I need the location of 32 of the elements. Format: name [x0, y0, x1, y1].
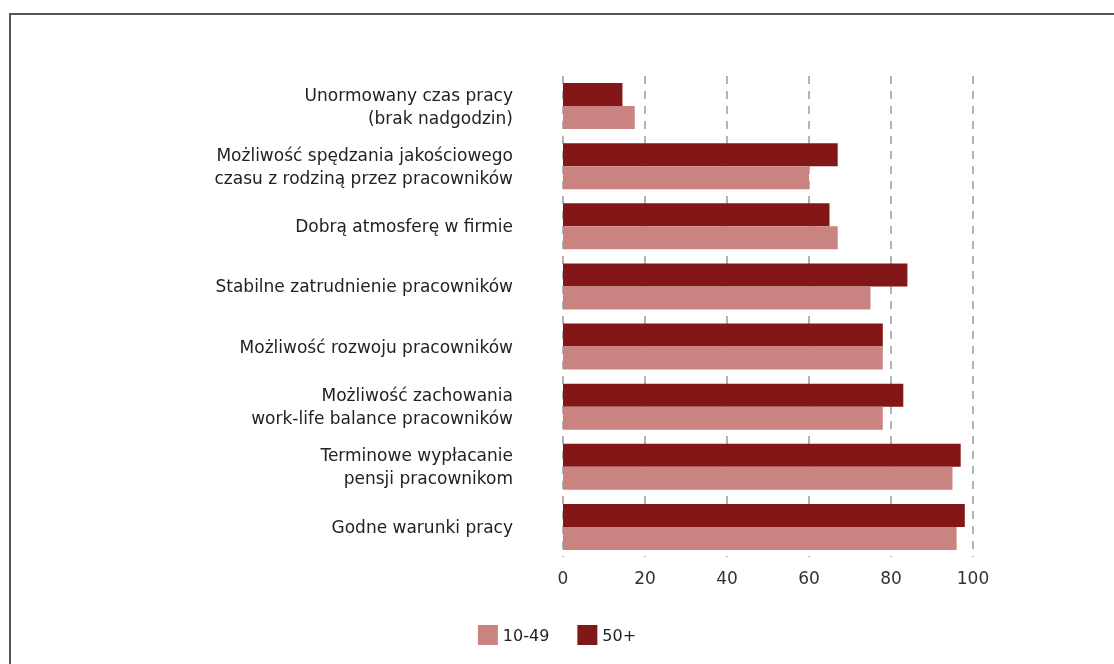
y-tick-label: Możliwość zachowania work-life balance pracowników: [251, 385, 514, 429]
bar: [563, 503, 965, 527]
x-tick-label: 20: [634, 567, 656, 588]
bar: [563, 323, 883, 347]
bar: [563, 406, 883, 430]
y-tick-label: Możliwość rozwoju pracowników: [239, 336, 514, 357]
bar: [563, 263, 908, 287]
x-tick-label: 80: [880, 567, 902, 588]
y-tick-label: Stabilne zatrudnienie pracowników: [215, 276, 514, 297]
x-tick-label: 60: [798, 567, 820, 588]
bar: [563, 443, 961, 467]
y-tick-label: Terminowe wypłacanie pensji pracownikom: [319, 445, 513, 489]
y-tick-label: Możliwość spędzania jakościowego czasu z rodziną przez pracowników: [214, 144, 514, 188]
y-tick-label: Godne warunki pracy: [331, 516, 513, 537]
bar: [563, 226, 838, 250]
bar: [563, 83, 623, 107]
y-tick-label: Dobrą atmosferę w firmie: [295, 216, 513, 237]
bar: [563, 526, 957, 550]
bar: [563, 466, 953, 490]
bar: [563, 143, 838, 167]
legend-label: 10-49: [502, 625, 550, 645]
bar: [563, 166, 809, 190]
bar: [563, 286, 871, 310]
y-tick-label: Unormowany czas pracy (brak nadgodzin): [304, 84, 513, 128]
bar: [563, 383, 904, 407]
x-tick-label: 40: [716, 567, 738, 588]
legend-label: 50+: [602, 625, 637, 645]
x-tick-label: 0: [557, 567, 569, 588]
bar: [563, 203, 830, 227]
x-tick-label: 100: [956, 567, 990, 588]
bar: [563, 346, 883, 370]
bar: [563, 106, 635, 130]
